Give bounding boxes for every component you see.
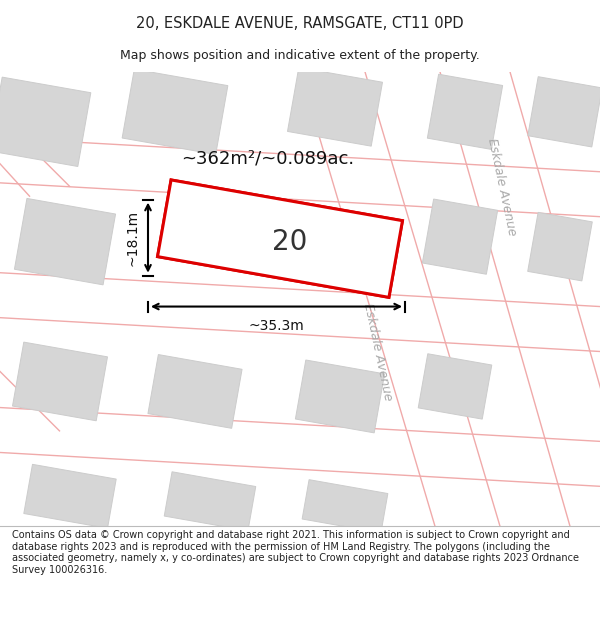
Text: ~18.1m: ~18.1m — [126, 209, 140, 266]
Polygon shape — [148, 354, 242, 428]
Text: Map shows position and indicative extent of the property.: Map shows position and indicative extent… — [120, 49, 480, 62]
Text: ~35.3m: ~35.3m — [248, 319, 304, 332]
Polygon shape — [295, 360, 385, 433]
Polygon shape — [13, 342, 107, 421]
Polygon shape — [422, 199, 497, 274]
Text: 20: 20 — [272, 228, 308, 256]
Polygon shape — [0, 77, 91, 166]
Polygon shape — [14, 198, 116, 285]
Polygon shape — [158, 180, 403, 298]
Text: ~362m²/~0.089ac.: ~362m²/~0.089ac. — [181, 150, 355, 168]
Text: Contains OS data © Crown copyright and database right 2021. This information is : Contains OS data © Crown copyright and d… — [12, 530, 579, 575]
Polygon shape — [122, 69, 228, 154]
Polygon shape — [427, 74, 503, 149]
Text: Eskdale Avenue: Eskdale Avenue — [361, 301, 395, 401]
Polygon shape — [158, 180, 403, 298]
Polygon shape — [24, 464, 116, 528]
Polygon shape — [287, 68, 382, 146]
Polygon shape — [164, 472, 256, 531]
Polygon shape — [528, 77, 600, 147]
Polygon shape — [528, 213, 592, 281]
Polygon shape — [302, 479, 388, 533]
Text: 20, ESKDALE AVENUE, RAMSGATE, CT11 0PD: 20, ESKDALE AVENUE, RAMSGATE, CT11 0PD — [136, 16, 464, 31]
Text: Eskdale Avenue: Eskdale Avenue — [485, 137, 519, 237]
Polygon shape — [418, 354, 492, 419]
